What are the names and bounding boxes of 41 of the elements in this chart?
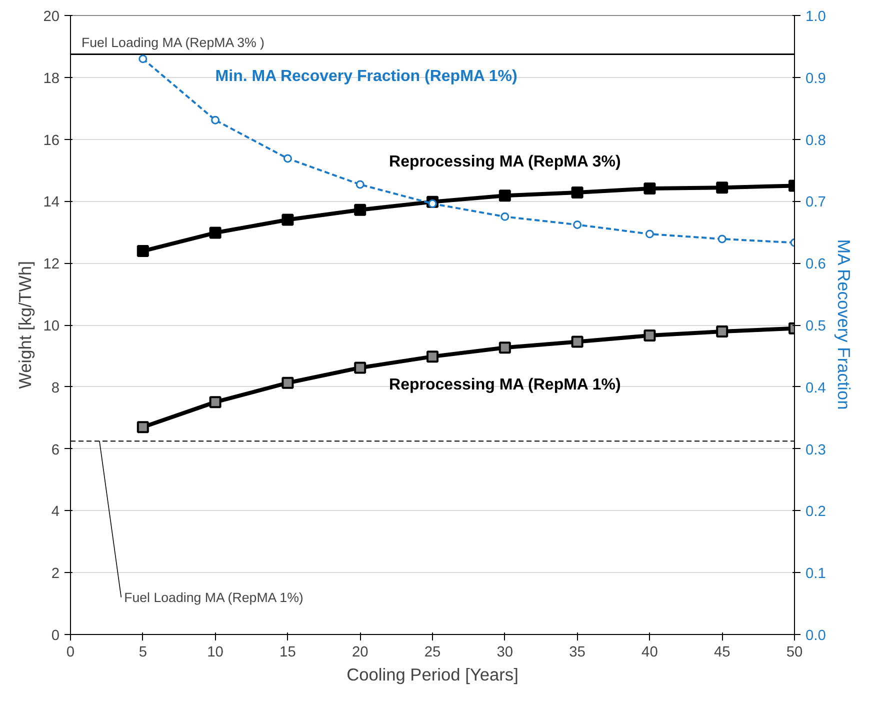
y-tick-label: 20 (43, 9, 60, 25)
x-tick-label: 10 (207, 644, 224, 660)
y2-tick-label: 0.7 (806, 194, 826, 211)
x-tick-label: 30 (496, 644, 514, 660)
y-tick-label: 12 (43, 256, 60, 273)
y-tick-label: 8 (51, 380, 60, 396)
x-tick-label: 45 (714, 644, 730, 660)
y2-tick-label: 0.9 (806, 70, 826, 87)
y2-tick-label: 0.8 (806, 132, 826, 149)
x-axis-title: Cooling Period [Years] (346, 664, 518, 684)
y-tick-label: 10 (43, 318, 60, 334)
x-tick-label: 20 (352, 644, 368, 660)
x-tick-label: 35 (569, 644, 586, 660)
x-tick-label: 40 (642, 644, 658, 660)
ref-line-label: Fuel Loading MA (RepMA 1%) (124, 590, 304, 605)
x-tick-label: 5 (138, 644, 147, 660)
y-tick-label: 2 (51, 566, 60, 582)
ref-line-label: Fuel Loading MA (RepMA 3% ) (82, 35, 264, 50)
y2-tick-label: 0.3 (806, 442, 826, 458)
y2-axis-title: MA Recovery Fraction (834, 239, 854, 410)
y2-tick-label: 0.0 (806, 628, 826, 644)
y2-tick-label: 0.4 (806, 380, 826, 396)
x-tick-label: 0 (66, 644, 75, 660)
y-tick-label: 14 (43, 194, 60, 211)
y2-tick-label: 0.6 (806, 256, 826, 273)
y2-tick-label: 1.0 (806, 9, 826, 25)
series-label: Min. MA Recovery Fraction (RepMA 1%) (215, 68, 518, 86)
y2-tick-label: 0.1 (806, 566, 826, 582)
series-label: Reprocessing MA (RepMA 3%) (389, 154, 621, 171)
x-tick-label: 15 (280, 644, 296, 660)
y-axis-title: Weight [kg/TWh] (15, 261, 36, 389)
y-tick-label: 16 (43, 132, 60, 149)
x-tick-label: 50 (786, 644, 803, 660)
y2-tick-label: 0.2 (806, 504, 826, 520)
series-label: Reprocessing MA (RepMA 1%) (389, 376, 621, 394)
y-tick-label: 6 (51, 442, 60, 458)
y-tick-label: 4 (51, 504, 60, 520)
y2-tick-label: 0.5 (806, 318, 826, 334)
y-tick-label: 18 (43, 70, 60, 87)
x-tick-label: 25 (424, 644, 441, 660)
y-tick-label: 0 (51, 628, 60, 644)
